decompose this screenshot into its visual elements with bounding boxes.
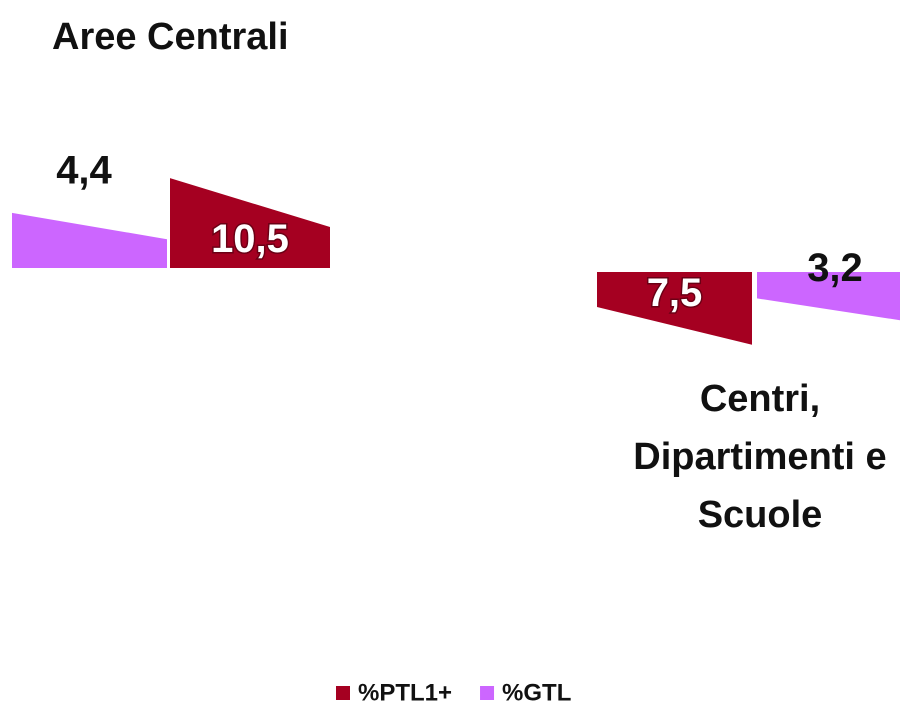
value-label: 3,2 bbox=[807, 246, 863, 290]
category-label: Aree Centrali bbox=[52, 16, 289, 58]
value-label: 7,5 bbox=[647, 271, 703, 315]
category-label: Centri, Dipartimenti e Scuole bbox=[633, 378, 887, 536]
wedge bbox=[12, 212, 167, 268]
wedge bbox=[757, 272, 900, 321]
value-label: 4,4 bbox=[56, 148, 112, 192]
wedge bbox=[170, 178, 330, 268]
legend-swatch bbox=[336, 686, 350, 700]
legend-swatch bbox=[480, 686, 495, 700]
legend-label: %GTL bbox=[502, 679, 571, 706]
legend-label: %PTL1+ bbox=[358, 679, 452, 706]
wedge bbox=[597, 272, 752, 345]
value-label: 10,5 bbox=[211, 217, 289, 261]
